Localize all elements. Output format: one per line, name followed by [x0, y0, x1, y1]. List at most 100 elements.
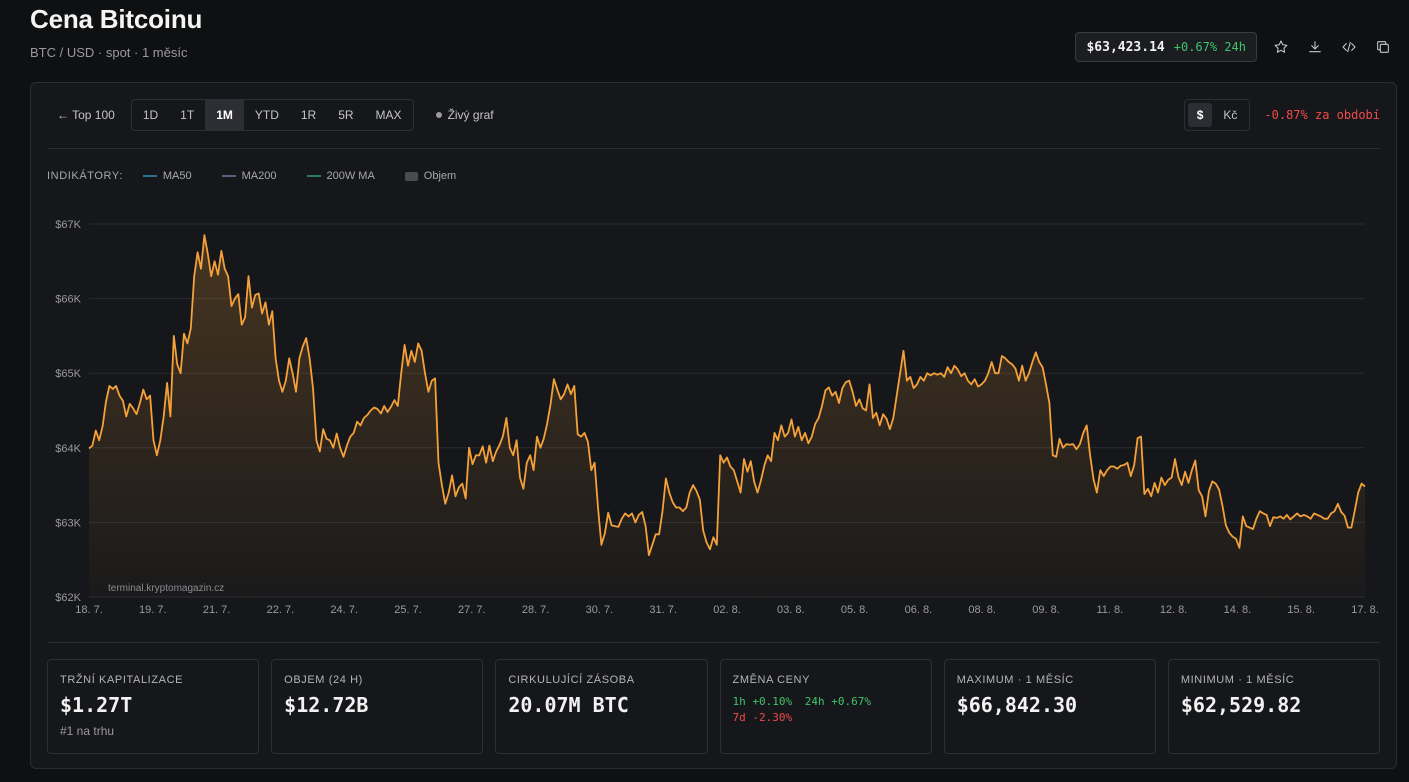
- toolbar-right: $ Kč -0.87% za období: [1183, 99, 1380, 131]
- indicator-label: 200W MA: [326, 170, 375, 182]
- x-tick-label: 09. 8.: [1032, 604, 1060, 616]
- y-tick-label: $62K: [55, 592, 81, 604]
- stat-label: OBJEM (24 H): [284, 674, 363, 686]
- currency-selector: $ Kč: [1183, 99, 1251, 131]
- x-tick-label: 31. 7.: [649, 604, 677, 616]
- page-title: Cena Bitcoinu: [30, 4, 203, 34]
- stat-label: MINIMUM · 1 MĚSÍC: [1180, 674, 1295, 686]
- stat-value: $12.72B: [284, 693, 369, 717]
- x-tick-label: 14. 8.: [1224, 604, 1252, 616]
- y-tick-label: $67K: [55, 219, 81, 231]
- range-button-1r[interactable]: 1R: [300, 108, 317, 122]
- embed-code-icon[interactable]: [1339, 37, 1359, 57]
- stat-max-month: MAXIMUM · 1 MĚSÍC $66,842.30: [943, 659, 1156, 754]
- header-actions: $63,423.14 +0.67% 24h: [1075, 32, 1393, 62]
- back-to-top100-link[interactable]: ← Top 100: [57, 108, 115, 122]
- chart-toolbar: ← Top 100 1D 1T 1M YTD 1R 5R MAX Živý graf $ Kč…: [47, 99, 1380, 131]
- currency-czk-button[interactable]: Kč: [1223, 108, 1238, 122]
- x-tick-label: 30. 7.: [586, 604, 614, 616]
- indicator-ma200[interactable]: MA200: [221, 170, 277, 182]
- live-chart-label: Živý graf: [447, 108, 494, 122]
- y-tick-label: $64K: [55, 443, 81, 455]
- period-change: -0.87% za období: [1264, 108, 1380, 122]
- x-tick-label: 06. 8.: [905, 604, 933, 616]
- change-1h: 1h +0.10%: [732, 695, 793, 708]
- x-tick-label: 03. 8.: [777, 604, 805, 616]
- stat-label: MAXIMUM · 1 MĚSÍC: [956, 674, 1074, 686]
- toolbar-divider: [47, 148, 1380, 149]
- y-tick-label: $65K: [55, 368, 81, 380]
- stat-volume-24h: OBJEM (24 H) $12.72B: [271, 659, 484, 754]
- indicator-volume[interactable]: Objem: [404, 170, 457, 182]
- x-tick-label: 27. 7.: [458, 604, 486, 616]
- price-line: [88, 234, 1366, 557]
- indicator-label: MA200: [241, 170, 277, 182]
- watermark: terminal.kryptomagazin.cz: [108, 583, 224, 594]
- page-subtitle: BTC / USD · spot · 1 měsíc: [30, 45, 188, 60]
- stat-min-month: MINIMUM · 1 MĚSÍC $62,529.82: [1167, 659, 1381, 754]
- x-tick-label: 24. 7.: [330, 604, 358, 616]
- range-button-1t[interactable]: 1T: [180, 108, 195, 122]
- x-tick-label: 17. 8.: [1351, 604, 1379, 616]
- range-button-5r[interactable]: 5R: [338, 108, 354, 122]
- stat-label: ZMĚNA CENY: [732, 674, 811, 686]
- indicators-title: INDIKÁTORY:: [47, 170, 123, 182]
- y-tick-label: $66K: [55, 294, 81, 306]
- indicator-200w-ma[interactable]: 200W MA: [306, 170, 375, 182]
- x-tick-label: 22. 7.: [267, 604, 295, 616]
- stat-value: $66,842.30: [956, 693, 1078, 717]
- live-chart-toggle[interactable]: Živý graf: [435, 108, 494, 122]
- copy-icon[interactable]: [1373, 37, 1393, 57]
- x-tick-label: 19. 7.: [139, 604, 167, 616]
- stat-sub: #1 na trhu: [60, 724, 115, 738]
- download-icon[interactable]: [1305, 37, 1325, 57]
- stat-circulating-supply: CIRKULUJÍCÍ ZÁSOBA 20.07M BTC: [495, 659, 708, 754]
- x-tick-label: 05. 8.: [841, 604, 869, 616]
- range-button-max[interactable]: MAX: [375, 108, 402, 122]
- live-dot-icon: [435, 112, 442, 118]
- price-chart[interactable]: $62K $63K $64K $65K $66K $67K 18. 7. 19. 7. 21. …: [31, 203, 1396, 623]
- stat-value: 20.07M BTC: [508, 693, 629, 717]
- price-change-24h: +0.67% 24h: [1173, 40, 1246, 54]
- chart-panel: ← Top 100 1D 1T 1M YTD 1R 5R MAX Živý graf $ Kč…: [30, 82, 1397, 769]
- x-tick-label: 28. 7.: [522, 604, 550, 616]
- stat-value: $1.27T: [60, 693, 133, 717]
- range-button-ytd[interactable]: YTD: [254, 108, 279, 122]
- change-7d: 7d -2.30%: [732, 711, 793, 724]
- stat-market-cap: TRŽNÍ KAPITALIZACE $1.27T #1 na trhu: [47, 659, 260, 754]
- x-tick-label: 25. 7.: [394, 604, 422, 616]
- x-tick-label: 02. 8.: [713, 604, 741, 616]
- indicator-label: Objem: [423, 170, 457, 182]
- ma200-swatch: [221, 175, 236, 177]
- range-button-1m[interactable]: 1M: [205, 100, 244, 130]
- currency-usd-button[interactable]: $: [1187, 103, 1213, 127]
- indicator-ma50[interactable]: MA50: [142, 170, 192, 182]
- change-24h: 24h +0.67%: [804, 695, 871, 708]
- chart-divider: [47, 642, 1380, 643]
- indicators-bar: INDIKÁTORY: MA50 MA200 200W MA Objem: [47, 168, 486, 184]
- range-button-1d[interactable]: 1D: [142, 108, 159, 122]
- ma50-swatch: [142, 175, 157, 177]
- stats-row: TRŽNÍ KAPITALIZACE $1.27T #1 na trhu OBJ…: [47, 659, 1381, 754]
- x-tick-label: 15. 8.: [1287, 604, 1315, 616]
- price-area: [89, 235, 1365, 597]
- stat-price-change: ZMĚNA CENY 1h +0.10% 24h +0.67% 7d -2.30…: [719, 659, 932, 754]
- stat-value: $62,529.82: [1180, 693, 1302, 717]
- price-badge: $63,423.14 +0.67% 24h: [1075, 32, 1257, 62]
- 200w-ma-swatch: [306, 175, 321, 177]
- indicator-label: MA50: [162, 170, 192, 182]
- y-tick-label: $63K: [55, 517, 81, 529]
- change-line-short: 1h +0.10% 24h +0.67%: [733, 695, 919, 708]
- volume-swatch: [404, 171, 418, 181]
- change-line-long: 7d -2.30%: [733, 711, 919, 724]
- x-tick-label: 18. 7.: [75, 604, 103, 616]
- stat-label: TRŽNÍ KAPITALIZACE: [60, 674, 184, 686]
- x-tick-label: 12. 8.: [1160, 604, 1188, 616]
- star-icon[interactable]: [1271, 37, 1291, 57]
- x-tick-label: 21. 7.: [203, 604, 231, 616]
- x-tick-label: 08. 8.: [968, 604, 996, 616]
- stat-label: CIRKULUJÍCÍ ZÁSOBA: [508, 674, 635, 686]
- range-selector: 1D 1T 1M YTD 1R 5R MAX: [130, 99, 414, 131]
- current-price: $63,423.14: [1086, 39, 1165, 55]
- x-tick-label: 11. 8.: [1096, 604, 1123, 616]
